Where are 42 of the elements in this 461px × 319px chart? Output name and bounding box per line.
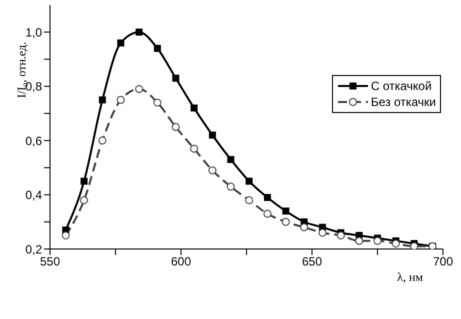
point	[62, 231, 70, 240]
point	[245, 196, 254, 204]
point	[98, 136, 106, 145]
point	[392, 240, 400, 248]
point	[136, 28, 143, 36]
point	[190, 104, 198, 112]
y-tick-label: 0,4	[25, 188, 42, 202]
x-tick-label: 550	[40, 254, 60, 269]
point	[154, 44, 161, 52]
point	[135, 85, 144, 94]
point	[80, 178, 88, 185]
x-axis-title: λ, нм	[397, 270, 424, 284]
point	[226, 182, 235, 191]
point	[246, 178, 253, 185]
point	[208, 166, 216, 174]
point	[98, 96, 106, 104]
point	[190, 144, 198, 153]
y-tick-label: 1,0	[25, 25, 42, 40]
point	[153, 98, 162, 107]
x-tick-label: 600	[170, 254, 192, 269]
point	[117, 39, 124, 46]
point	[80, 196, 88, 204]
point	[263, 210, 272, 218]
point	[282, 218, 290, 226]
point	[172, 74, 180, 82]
point	[318, 228, 326, 237]
y-tick-label: 0,2	[25, 242, 42, 256]
point	[374, 236, 382, 245]
x-tick-label: 650	[302, 254, 322, 269]
point	[227, 156, 234, 164]
legend-label: С откачкой	[370, 79, 432, 93]
point	[172, 123, 180, 131]
point	[300, 223, 308, 232]
point	[116, 96, 125, 104]
point	[264, 194, 271, 201]
y-tick-label: 0,6	[25, 134, 42, 148]
point	[208, 132, 216, 139]
point	[355, 236, 364, 245]
point	[282, 208, 290, 215]
point	[336, 231, 345, 240]
x-tick-label: 700	[432, 254, 454, 269]
legend-label: Без откачки	[370, 95, 436, 109]
